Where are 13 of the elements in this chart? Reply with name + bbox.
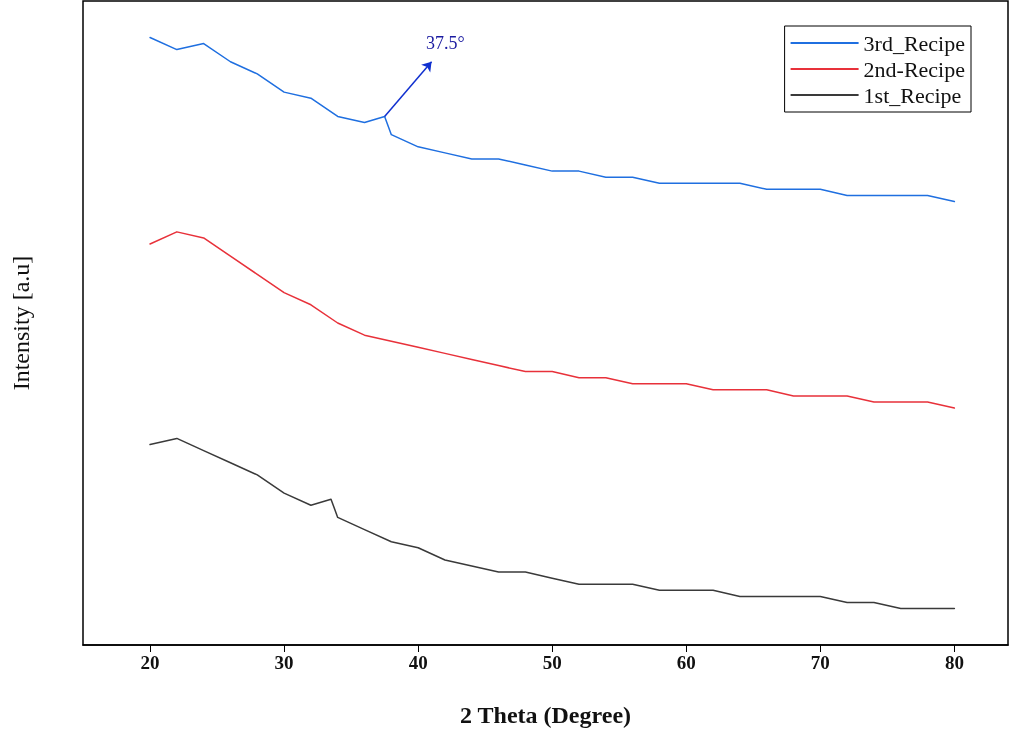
- x-tick-label: 40: [408, 652, 428, 673]
- x-tick-label: 50: [542, 652, 562, 673]
- x-tick-label: 70: [810, 652, 830, 673]
- x-tick-label: 20: [140, 652, 160, 673]
- y-axis-title: Intensity [a.u]: [8, 255, 34, 391]
- x-axis-title: 2 Theta (Degree): [459, 702, 632, 728]
- x-tick-label: 80: [944, 652, 964, 673]
- legend-label: 2nd-Recipe: [863, 56, 965, 82]
- legend-label: 1st_Recipe: [863, 82, 962, 108]
- annotation: 37.5°: [426, 33, 465, 54]
- x-tick-label: 30: [274, 652, 294, 673]
- x-tick-label: 60: [676, 652, 696, 673]
- legend-label: 3rd_Recipe: [863, 30, 965, 56]
